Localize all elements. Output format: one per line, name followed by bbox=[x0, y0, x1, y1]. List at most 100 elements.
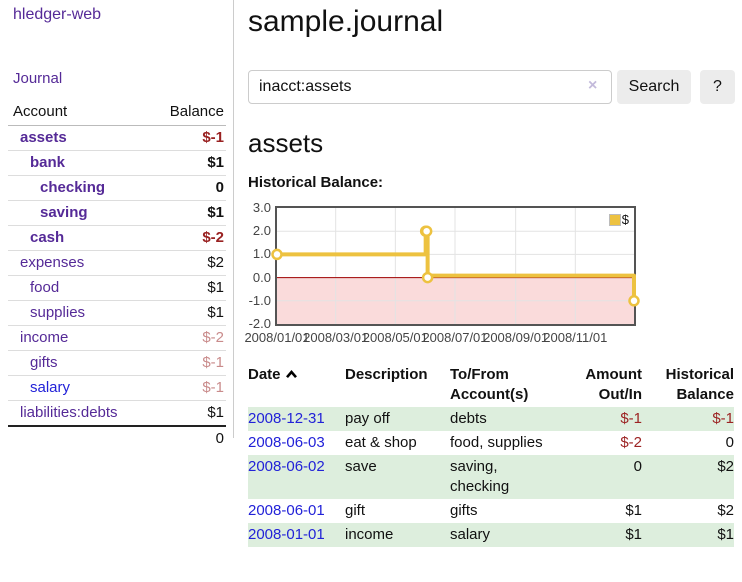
account-balance: $-1 bbox=[152, 350, 226, 376]
transaction-amount: $1 bbox=[625, 526, 642, 543]
accounts-column-header: Account bbox=[8, 100, 153, 126]
search-form: × Search ? bbox=[248, 70, 735, 104]
transaction-date-link[interactable]: 2008-06-01 bbox=[248, 502, 325, 519]
sidebar-item-income[interactable]: income bbox=[20, 329, 69, 346]
sidebar-item-journal[interactable]: Journal bbox=[13, 70, 63, 87]
sidebar-item-expenses[interactable]: expenses bbox=[20, 254, 85, 271]
legend-label: $ bbox=[621, 212, 629, 227]
y-axis-tick-label: 0.0 bbox=[252, 269, 271, 285]
account-balance: $-2 bbox=[152, 225, 226, 251]
clear-search-icon[interactable]: × bbox=[588, 77, 598, 94]
transaction-description: pay off bbox=[345, 410, 390, 427]
accounts-total-value: 0 bbox=[152, 425, 226, 451]
search-input[interactable] bbox=[248, 70, 612, 104]
transaction-accounts: debts bbox=[450, 410, 487, 427]
sidebar-item-bank[interactable]: bank bbox=[30, 154, 66, 171]
table-row: expenses $2 bbox=[8, 250, 226, 276]
transaction-description: save bbox=[345, 458, 377, 475]
x-axis-tick-label: 2008/11/01 bbox=[543, 330, 608, 345]
transaction-date-link[interactable]: 2008-12-31 bbox=[248, 410, 325, 427]
account-balance: $1 bbox=[152, 150, 226, 176]
balance-column-header: Historical Balance bbox=[665, 366, 734, 403]
transaction-accounts: salary bbox=[450, 526, 491, 543]
x-axis-tick-label: 2008/09/01 bbox=[483, 330, 549, 345]
sidebar-item-cash[interactable]: cash bbox=[30, 229, 65, 246]
transaction-balance: $2 bbox=[717, 502, 734, 519]
x-axis-tick-label: 2008/01/01 bbox=[244, 330, 310, 345]
table-row: 2008-12-31 pay off debts $-1 $-1 bbox=[248, 407, 734, 431]
brand-link[interactable]: hledger-web bbox=[13, 6, 102, 23]
transaction-balance: $2 bbox=[717, 458, 734, 475]
transaction-balance: $1 bbox=[717, 526, 734, 543]
accounts-column-header: To/From Account(s) bbox=[450, 366, 529, 403]
sidebar-item-supplies[interactable]: supplies bbox=[30, 304, 86, 321]
sidebar-item-liabilities-debts[interactable]: liabilities:debts bbox=[20, 404, 118, 421]
sidebar-item-gifts[interactable]: gifts bbox=[30, 354, 58, 371]
register-header-row: Date Description To/From Account(s) Amou… bbox=[248, 363, 734, 407]
transaction-date-link[interactable]: 2008-06-02 bbox=[248, 458, 325, 475]
table-row: 2008-06-03 eat & shop food, supplies $-2… bbox=[248, 431, 734, 455]
transaction-date-link[interactable]: 2008-01-01 bbox=[248, 526, 325, 543]
x-axis-tick-label: 2008/07/01 bbox=[422, 330, 488, 345]
date-column-header[interactable]: Date bbox=[248, 363, 345, 407]
table-row: cash $-2 bbox=[8, 225, 226, 251]
transaction-accounts: food, supplies bbox=[450, 434, 543, 451]
transaction-description: income bbox=[345, 526, 394, 543]
sidebar-item-salary[interactable]: salary bbox=[30, 379, 71, 396]
table-row: salary $-1 bbox=[8, 375, 226, 401]
transaction-accounts: saving, checking bbox=[450, 458, 510, 495]
x-axis-tick-label: 2008/05/01 bbox=[362, 330, 428, 345]
y-axis-tick-label: -1.0 bbox=[248, 292, 271, 308]
account-balance: $1 bbox=[152, 300, 226, 326]
chart-title: Historical Balance: bbox=[248, 174, 384, 191]
account-balance: 0 bbox=[152, 175, 226, 201]
transaction-amount: $1 bbox=[625, 502, 642, 519]
y-axis-tick-label: 2.0 bbox=[252, 223, 271, 239]
transaction-balance: 0 bbox=[725, 434, 734, 451]
chart-legend: $ bbox=[608, 212, 629, 227]
sort-ascending-icon bbox=[285, 370, 297, 379]
transaction-balance: $-1 bbox=[712, 410, 734, 427]
account-balance: $2 bbox=[152, 250, 226, 276]
search-button[interactable]: Search bbox=[617, 70, 691, 104]
account-balance: $-1 bbox=[152, 375, 226, 401]
historical-balance-chart: $ 3.0 2.0 1.0 0.0 -1.0 -2.0 2008/01/01 2008/03/… bbox=[244, 199, 734, 347]
sidebar-item-food[interactable]: food bbox=[30, 279, 60, 296]
sidebar-item-assets[interactable]: assets bbox=[20, 129, 67, 146]
help-button[interactable]: ? bbox=[700, 70, 735, 104]
table-row: income $-2 bbox=[8, 325, 226, 351]
table-row: 2008-06-02 save saving, checking 0 $2 bbox=[248, 455, 734, 499]
transaction-amount: 0 bbox=[633, 458, 642, 475]
accounts-header-row: Account Balance bbox=[8, 100, 226, 126]
transaction-date-link[interactable]: 2008-06-03 bbox=[248, 434, 325, 451]
description-column-header: Description bbox=[345, 366, 428, 383]
account-balance: $-1 bbox=[152, 125, 226, 151]
table-row: saving $1 bbox=[8, 200, 226, 226]
transaction-description: gift bbox=[345, 502, 366, 519]
amount-column-header: Amount Out/In bbox=[585, 366, 642, 403]
table-row: 2008-01-01 income salary $1 $1 bbox=[248, 523, 734, 547]
chart-canvas bbox=[271, 208, 640, 324]
table-row: assets $-1 bbox=[8, 125, 226, 151]
table-row: checking 0 bbox=[8, 175, 226, 201]
table-row: bank $1 bbox=[8, 150, 226, 176]
register-table: Date Description To/From Account(s) Amou… bbox=[248, 363, 734, 547]
sidebar-item-checking[interactable]: checking bbox=[40, 179, 106, 196]
table-row: liabilities:debts $1 bbox=[8, 400, 226, 427]
account-balance: $1 bbox=[152, 275, 226, 301]
accounts-balance-table: Account Balance assets $-1 bank $1 check… bbox=[8, 100, 226, 451]
account-balance: $1 bbox=[152, 200, 226, 226]
sidebar: hledger-web Journal Account Balance asse… bbox=[0, 0, 234, 451]
account-balance: $-2 bbox=[152, 325, 226, 351]
sidebar-item-saving[interactable]: saving bbox=[40, 204, 88, 221]
transaction-accounts: gifts bbox=[450, 502, 478, 519]
main-content: sample.journal × Search ? assets Histori… bbox=[244, 0, 735, 547]
table-row: gifts $-1 bbox=[8, 350, 226, 376]
y-axis-tick-label: 3.0 bbox=[252, 200, 271, 215]
account-heading: assets bbox=[248, 128, 324, 158]
transaction-amount: $-1 bbox=[620, 410, 642, 427]
transaction-description: eat & shop bbox=[345, 434, 417, 451]
x-axis-tick-label: 2008/03/01 bbox=[303, 330, 369, 345]
y-axis-tick-label: -2.0 bbox=[248, 316, 271, 331]
